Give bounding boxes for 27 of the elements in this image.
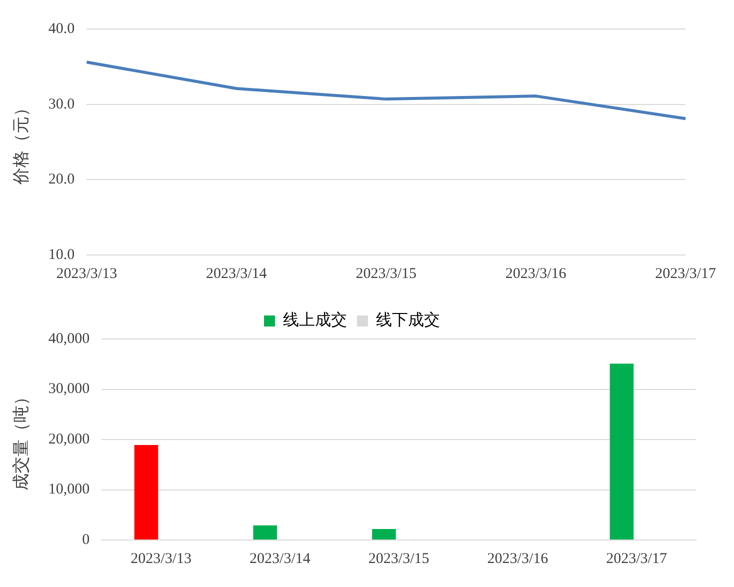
bar [134, 445, 158, 540]
x-tick-label: 2023/3/14 [206, 266, 268, 282]
bar [610, 364, 634, 540]
legend-label: 线上成交 [283, 311, 347, 330]
x-tick-label: 2023/3/16 [505, 266, 567, 282]
x-tick-label: 2023/3/15 [368, 550, 430, 567]
bar [253, 525, 277, 540]
x-tick-label: 2023/3/17 [655, 266, 716, 282]
y-tick-label: 30.0 [48, 96, 75, 112]
x-tick-label: 2023/3/14 [250, 550, 311, 567]
y-tick-label: 0 [82, 532, 90, 548]
bar [372, 528, 396, 540]
x-tick-label: 2023/3/15 [356, 266, 417, 282]
y-tick-label: 30,000 [48, 381, 90, 398]
y-tick-label: 10.0 [48, 246, 75, 263]
y-tick-label: 40.0 [48, 20, 75, 37]
y-tick-label: 10,000 [48, 482, 90, 498]
x-tick-label: 2023/3/13 [56, 266, 118, 282]
y-tick-label: 20,000 [48, 431, 90, 448]
y-tick-label: 20.0 [48, 172, 75, 188]
legend-label: 线下成交 [376, 311, 440, 330]
y-tick-label: 40,000 [48, 330, 90, 347]
y-axis-title: 成交量（吨） [12, 388, 31, 490]
x-tick-label: 2023/3/17 [606, 550, 668, 567]
x-tick-label: 2023/3/13 [130, 550, 192, 567]
x-tick-label: 2023/3/16 [487, 550, 549, 567]
y-axis-title: 价格（元） [12, 100, 31, 186]
